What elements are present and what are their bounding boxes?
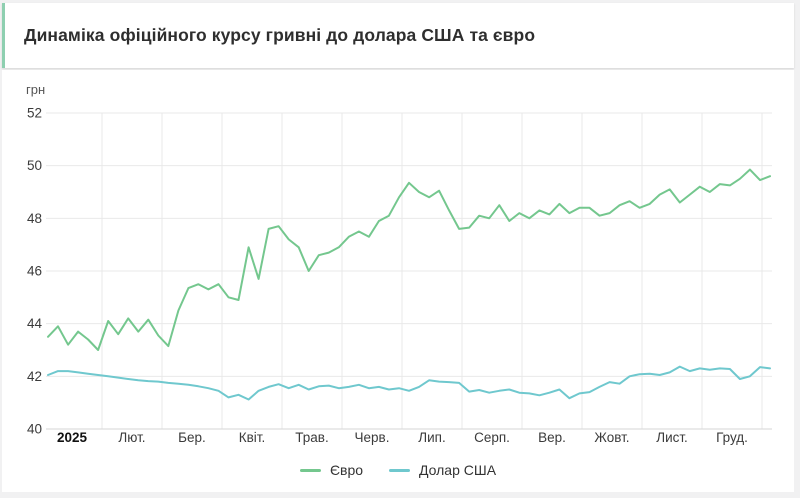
legend-item-usd[interactable]: Долар США <box>389 462 496 478</box>
euro-line-swatch <box>299 468 321 472</box>
svg-text:Лют.: Лют. <box>118 430 145 445</box>
svg-text:Лип.: Лип. <box>418 430 445 445</box>
svg-text:Груд.: Груд. <box>716 430 748 445</box>
svg-text:Лист.: Лист. <box>656 430 688 445</box>
legend-label-usd: Долар США <box>419 462 497 478</box>
svg-text:Бер.: Бер. <box>178 430 206 445</box>
svg-text:Трав.: Трав. <box>295 430 328 445</box>
line-chart-plot: 52 50 48 46 44 42 40 2025 Лют. Бер. Квіт. Трав. Черв… <box>27 106 772 445</box>
chart-header: Динаміка офіційного курсу гривні до дола… <box>2 3 794 68</box>
chart-panel: грн 52 50 48 46 44 42 40 2025 Лют. Бер. Квіт. Трав.… <box>2 70 794 492</box>
chart-legend: Євро Долар США <box>2 462 794 478</box>
chart-title: Динаміка офіційного курсу гривні до дола… <box>24 25 536 45</box>
legend-label-euro: Євро <box>329 462 364 478</box>
usd-line-swatch <box>389 468 411 472</box>
svg-text:Черв.: Черв. <box>355 430 390 445</box>
svg-text:Вер.: Вер. <box>538 430 566 445</box>
svg-text:46: 46 <box>27 264 42 279</box>
svg-text:48: 48 <box>27 211 42 226</box>
legend-item-euro[interactable]: Євро <box>299 462 364 478</box>
svg-text:42: 42 <box>27 369 42 384</box>
svg-text:Квіт.: Квіт. <box>239 430 265 445</box>
svg-text:44: 44 <box>27 316 43 331</box>
svg-text:52: 52 <box>27 106 42 121</box>
svg-text:40: 40 <box>27 422 42 437</box>
svg-text:50: 50 <box>27 158 42 173</box>
svg-text:2025: 2025 <box>57 430 88 445</box>
y-axis-unit-label: грн <box>26 82 46 97</box>
svg-text:Жовт.: Жовт. <box>594 430 629 445</box>
svg-text:Серп.: Серп. <box>474 430 510 445</box>
